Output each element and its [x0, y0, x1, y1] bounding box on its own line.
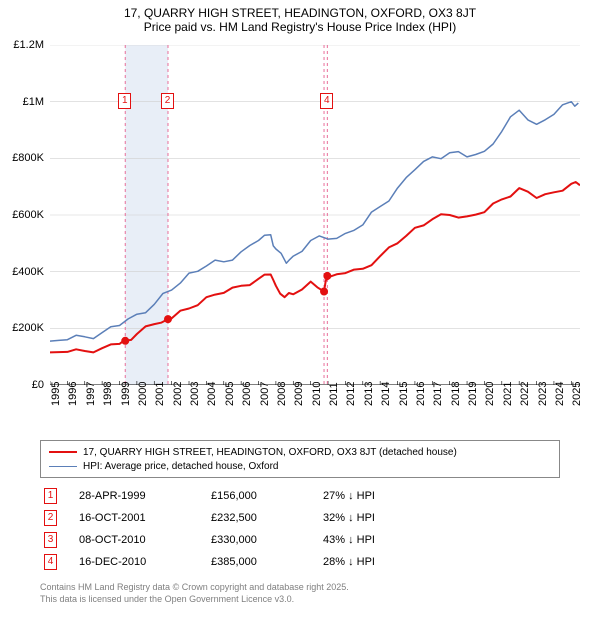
x-tick-label: 2019	[467, 382, 479, 406]
event-price: £232,500	[211, 512, 301, 524]
event-delta: 32% ↓ HPI	[323, 512, 375, 524]
event-row: 4 16-DEC-2010 £385,000 28% ↓ HPI	[40, 551, 560, 573]
x-tick-label: 2003	[189, 382, 201, 406]
legend-row: HPI: Average price, detached house, Oxfo…	[49, 459, 551, 473]
title-subtitle: Price paid vs. HM Land Registry's House …	[0, 20, 600, 34]
event-marker: 2	[44, 510, 57, 526]
event-date: 08-OCT-2010	[79, 534, 189, 546]
event-row: 2 16-OCT-2001 £232,500 32% ↓ HPI	[40, 507, 560, 529]
x-tick-label: 2015	[398, 382, 410, 406]
y-axis-labels: £0£200K£400K£600K£800K£1M£1.2M	[0, 45, 48, 385]
x-tick-label: 2018	[450, 382, 462, 406]
x-tick-label: 2021	[502, 382, 514, 406]
x-tick-label: 2014	[380, 382, 392, 406]
x-tick-label: 2006	[241, 382, 253, 406]
event-delta: 27% ↓ HPI	[323, 490, 375, 502]
y-tick-label: £200K	[12, 322, 44, 334]
legend-label: 17, QUARRY HIGH STREET, HEADINGTON, OXFO…	[83, 447, 457, 458]
title-block: 17, QUARRY HIGH STREET, HEADINGTON, OXFO…	[0, 0, 600, 34]
x-tick-label: 2020	[484, 382, 496, 406]
chart-marker: 4	[320, 93, 333, 109]
event-row: 3 08-OCT-2010 £330,000 43% ↓ HPI	[40, 529, 560, 551]
x-tick-label: 2023	[537, 382, 549, 406]
legend-swatch	[49, 466, 77, 467]
y-tick-label: £400K	[12, 266, 44, 278]
x-tick-label: 2007	[259, 382, 271, 406]
x-tick-label: 1998	[102, 382, 114, 406]
legend-swatch	[49, 451, 77, 453]
x-tick-label: 2001	[154, 382, 166, 406]
x-tick-label: 1996	[67, 382, 79, 406]
x-tick-label: 2002	[172, 382, 184, 406]
event-delta: 28% ↓ HPI	[323, 556, 375, 568]
footer-attribution: Contains HM Land Registry data © Crown c…	[40, 582, 349, 605]
y-tick-label: £1.2M	[13, 39, 44, 51]
chart-area: 1 2 4	[50, 45, 580, 385]
y-tick-label: £1M	[23, 96, 44, 108]
x-tick-label: 2022	[519, 382, 531, 406]
chart-marker: 1	[118, 93, 131, 109]
x-axis-labels: 1995199619971998199920002001200220032004…	[50, 388, 580, 438]
x-tick-label: 2004	[206, 382, 218, 406]
x-tick-label: 2000	[137, 382, 149, 406]
event-marker: 4	[44, 554, 57, 570]
title-address: 17, QUARRY HIGH STREET, HEADINGTON, OXFO…	[0, 6, 600, 20]
y-tick-label: £0	[32, 379, 44, 391]
footer-line-2: This data is licensed under the Open Gov…	[40, 594, 349, 606]
x-tick-label: 2025	[571, 382, 583, 406]
x-tick-label: 2011	[328, 382, 340, 406]
event-price: £156,000	[211, 490, 301, 502]
event-marker: 1	[44, 488, 57, 504]
event-date: 16-DEC-2010	[79, 556, 189, 568]
event-delta: 43% ↓ HPI	[323, 534, 375, 546]
x-tick-label: 2009	[293, 382, 305, 406]
x-tick-label: 2016	[415, 382, 427, 406]
event-date: 16-OCT-2001	[79, 512, 189, 524]
x-tick-label: 2008	[276, 382, 288, 406]
legend-row: 17, QUARRY HIGH STREET, HEADINGTON, OXFO…	[49, 445, 551, 459]
legend-label: HPI: Average price, detached house, Oxfo…	[83, 461, 279, 472]
chart-marker: 2	[161, 93, 174, 109]
x-tick-label: 2013	[363, 382, 375, 406]
event-date: 28-APR-1999	[79, 490, 189, 502]
x-tick-label: 1995	[50, 382, 62, 406]
x-tick-label: 2005	[224, 382, 236, 406]
legend: 17, QUARRY HIGH STREET, HEADINGTON, OXFO…	[40, 440, 560, 478]
event-price: £330,000	[211, 534, 301, 546]
y-tick-label: £800K	[12, 152, 44, 164]
footer-line-1: Contains HM Land Registry data © Crown c…	[40, 582, 349, 594]
event-marker: 3	[44, 532, 57, 548]
event-table: 1 28-APR-1999 £156,000 27% ↓ HPI 2 16-OCT-200…	[40, 485, 560, 573]
event-price: £385,000	[211, 556, 301, 568]
x-tick-label: 2024	[554, 382, 566, 406]
x-tick-label: 2010	[311, 382, 323, 406]
x-tick-label: 2017	[432, 382, 444, 406]
x-tick-label: 2012	[345, 382, 357, 406]
y-tick-label: £600K	[12, 209, 44, 221]
x-tick-label: 1999	[120, 382, 132, 406]
x-tick-label: 1997	[85, 382, 97, 406]
event-row: 1 28-APR-1999 £156,000 27% ↓ HPI	[40, 485, 560, 507]
